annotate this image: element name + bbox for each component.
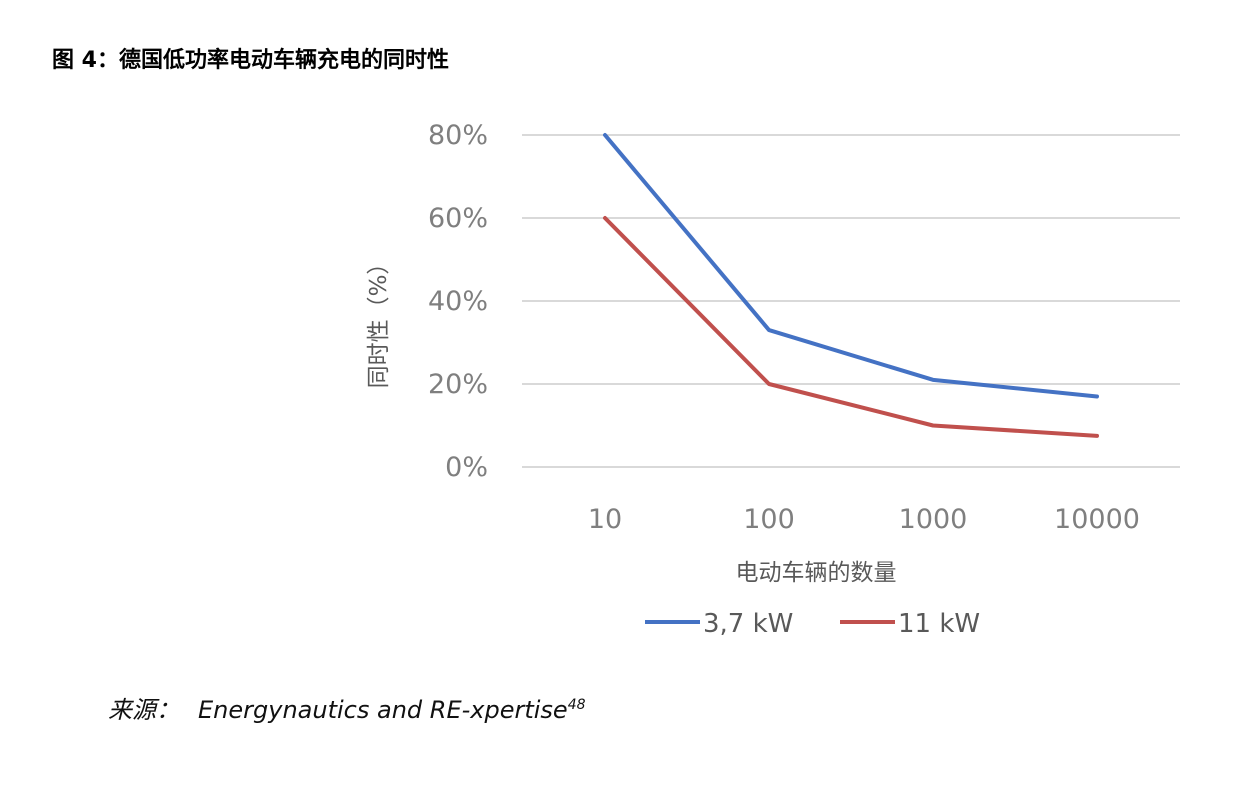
y-tick-label: 0% (445, 452, 488, 483)
y-axis-title: 同时性（%） (366, 252, 392, 389)
source-prefix: 来源： (108, 696, 180, 724)
gridlines (522, 134, 1180, 468)
figure-caption: 图 4：德国低功率电动车辆充电的同时性 (52, 48, 449, 73)
series-lines (603, 133, 1099, 438)
x-tick-label: 1000 (899, 504, 968, 535)
x-axis-title: 电动车辆的数量 (736, 560, 897, 586)
y-tick-label: 60% (428, 203, 488, 234)
x-tick-label: 10000 (1054, 504, 1140, 535)
series-line-1 (603, 133, 1099, 399)
x-tick-label: 10 (588, 504, 622, 535)
y-tick-label: 40% (428, 286, 488, 317)
legend-label-2: 11 kW (898, 609, 980, 639)
source-superscript: 48 (567, 697, 586, 713)
y-axis-tick-labels: 0% 20% 40% 60% 80% (428, 120, 488, 483)
legend-label-1: 3,7 kW (703, 609, 793, 639)
source-text: Energynautics and RE-xpertise (198, 696, 568, 724)
x-tick-label: 100 (743, 504, 795, 535)
x-axis-tick-labels: 10 100 1000 10000 (588, 504, 1140, 535)
series-line-2 (603, 216, 1099, 438)
line-chart: 0% 20% 40% 60% 80% 10 100 1000 10000 同时性（%） 电动车… (366, 120, 1180, 639)
y-tick-label: 20% (428, 369, 488, 400)
legend: 3,7 kW 11 kW (645, 609, 980, 639)
source-note: 来源： Energynautics and RE-xpertise48 (108, 690, 586, 725)
y-tick-label: 80% (428, 120, 488, 151)
